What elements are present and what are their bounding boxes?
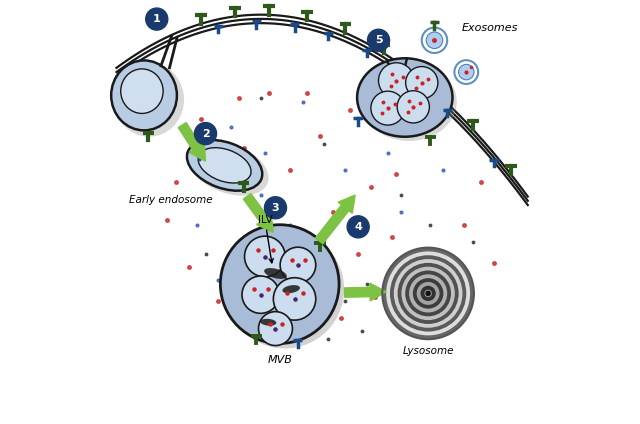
Circle shape xyxy=(264,197,287,219)
Circle shape xyxy=(409,274,447,312)
Circle shape xyxy=(413,278,444,309)
Circle shape xyxy=(426,32,443,49)
FancyArrow shape xyxy=(179,123,205,161)
Text: 2: 2 xyxy=(202,128,209,139)
Ellipse shape xyxy=(187,140,262,191)
Circle shape xyxy=(454,60,478,84)
Ellipse shape xyxy=(198,148,251,183)
Circle shape xyxy=(424,290,432,297)
Ellipse shape xyxy=(282,285,300,293)
Ellipse shape xyxy=(260,319,276,326)
Circle shape xyxy=(397,263,459,324)
Circle shape xyxy=(420,286,436,301)
Circle shape xyxy=(426,291,431,296)
Circle shape xyxy=(386,251,470,335)
Text: Early endosome: Early endosome xyxy=(129,195,212,205)
Circle shape xyxy=(405,271,451,316)
FancyArrow shape xyxy=(243,194,273,232)
Circle shape xyxy=(146,8,168,30)
Ellipse shape xyxy=(111,60,177,131)
Circle shape xyxy=(273,278,316,320)
Text: Lysosome: Lysosome xyxy=(403,346,454,356)
Text: ILV: ILV xyxy=(257,215,273,263)
Circle shape xyxy=(367,29,390,51)
Text: MVB: MVB xyxy=(268,354,292,365)
Ellipse shape xyxy=(189,142,269,195)
Ellipse shape xyxy=(121,69,163,113)
Circle shape xyxy=(225,230,344,349)
Circle shape xyxy=(378,63,414,98)
Circle shape xyxy=(220,225,339,343)
Circle shape xyxy=(390,255,467,332)
Circle shape xyxy=(371,91,405,125)
Circle shape xyxy=(406,67,438,99)
Circle shape xyxy=(394,259,463,328)
Circle shape xyxy=(244,236,285,277)
Text: Exosomes: Exosomes xyxy=(461,22,518,33)
Circle shape xyxy=(259,312,292,346)
Circle shape xyxy=(401,267,455,320)
Circle shape xyxy=(242,276,279,313)
Circle shape xyxy=(459,64,474,80)
Text: 4: 4 xyxy=(354,222,362,232)
Circle shape xyxy=(417,282,440,305)
Circle shape xyxy=(382,248,474,339)
Text: 1: 1 xyxy=(153,14,161,24)
Circle shape xyxy=(422,28,447,53)
Circle shape xyxy=(280,247,316,283)
Circle shape xyxy=(397,91,429,123)
Text: 5: 5 xyxy=(374,35,382,45)
Ellipse shape xyxy=(357,58,452,137)
FancyArrow shape xyxy=(344,283,386,301)
Ellipse shape xyxy=(114,62,184,137)
Circle shape xyxy=(347,216,369,238)
Text: 3: 3 xyxy=(271,203,279,213)
FancyArrow shape xyxy=(316,195,355,244)
Ellipse shape xyxy=(264,268,287,279)
Ellipse shape xyxy=(362,62,457,141)
Circle shape xyxy=(195,123,216,145)
